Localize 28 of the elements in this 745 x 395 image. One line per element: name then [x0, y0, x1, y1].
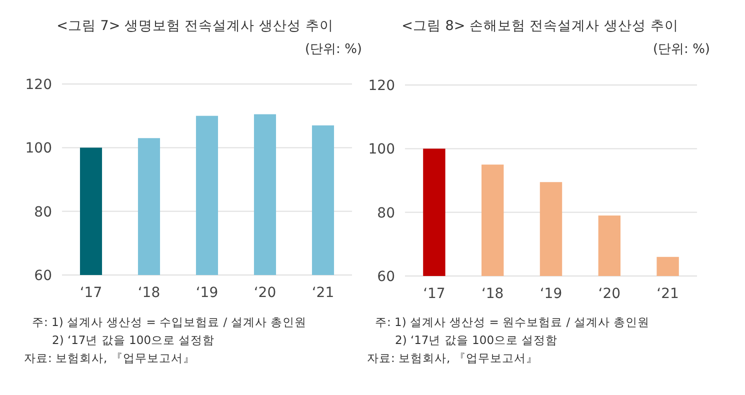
text: 주: 1) 설계사 생산성 = 수입보험료 / 설계사 총인원 — [32, 315, 306, 329]
x-tick-label: ‘17 — [80, 285, 102, 301]
text: 2) ‘17년 값을 100으로 설정함 — [395, 333, 558, 347]
y-tick-label: 120 — [25, 77, 52, 93]
x-tick-label: ‘19 — [540, 286, 562, 302]
x-tick-label: ‘18 — [138, 285, 160, 301]
chart-title: <그림 7> 생명보험 전속설계사 생산성 추이 — [56, 18, 334, 34]
y-tick-label: 80 — [34, 204, 52, 220]
chart-title: <그림 8> 손해보험 전속설계사 생산성 추이 — [402, 18, 678, 34]
y-tick-label: 100 — [25, 140, 52, 157]
x-tick-label: ‘20 — [254, 285, 276, 301]
y-tick-label: 60 — [377, 269, 395, 285]
x-tick-label: ‘19 — [196, 285, 218, 301]
x-tick-label: ‘17 — [423, 286, 446, 302]
x-tick-label: ‘21 — [312, 285, 334, 301]
y-tick-label: 120 — [368, 78, 395, 94]
y-tick-label: 100 — [368, 142, 395, 158]
x-tick-label: ‘21 — [656, 286, 679, 302]
text: 자료: 보험회사, 『업무보고서』 — [24, 351, 195, 365]
text: 2) ‘17년 값을 100으로 설정함 — [52, 333, 215, 347]
x-tick-label: ‘20 — [598, 286, 621, 302]
y-tick-label: 60 — [34, 268, 52, 284]
text: 자료: 보험회사, 『업무보고서』 — [367, 351, 538, 365]
x-tick-label: ‘18 — [481, 286, 504, 302]
chart-subtitle: (단위: %) — [652, 42, 710, 57]
text: 주: 1) 설계사 생산성 = 원수보험료 / 설계사 총인원 — [375, 315, 650, 329]
y-tick-label: 80 — [377, 205, 395, 222]
chart-subtitle: (단위: %) — [304, 42, 362, 57]
